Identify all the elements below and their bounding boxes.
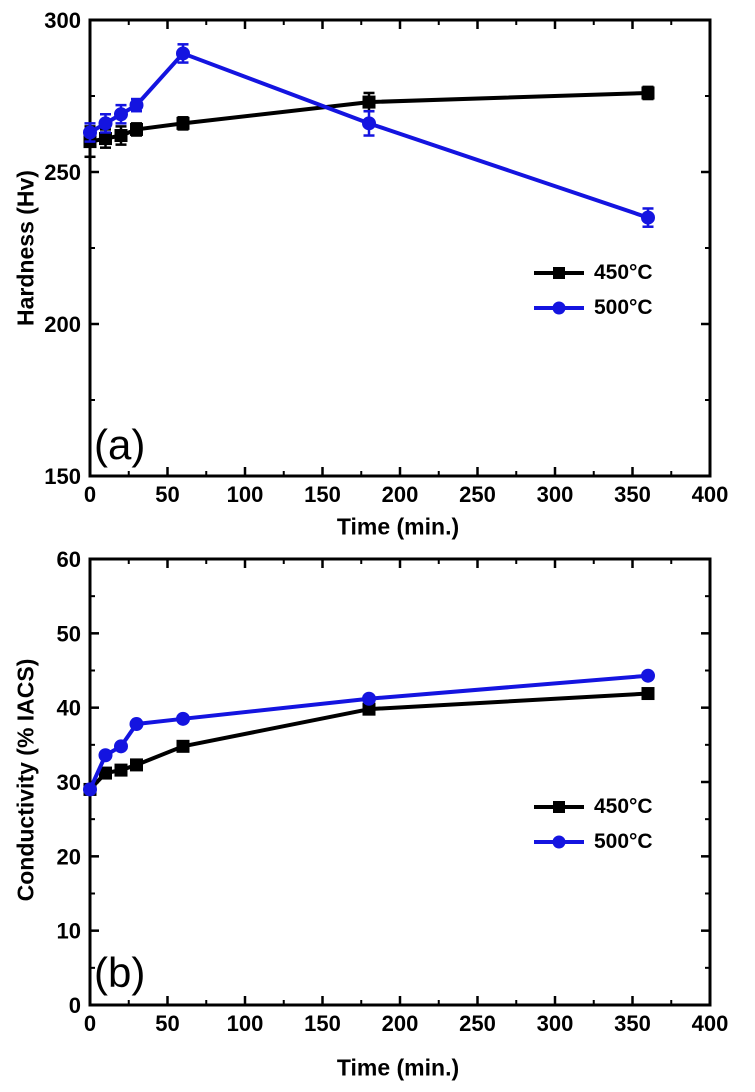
x-tick-label: 100	[227, 1011, 264, 1036]
y-tick-label: 30	[57, 770, 81, 795]
legend-label-500C: 500°C	[594, 829, 653, 853]
y-tick-label: 250	[44, 160, 81, 185]
data-point-circle-marker	[129, 717, 144, 732]
series-500C	[83, 668, 655, 797]
x-axis-label-time-a: Time (min.)	[336, 513, 460, 540]
y-tick-label: 0	[69, 993, 81, 1018]
x-tick-label: 200	[382, 482, 419, 507]
data-point-square-marker	[114, 763, 128, 777]
series-450C	[83, 687, 655, 796]
legend-a: 450°C 500°C	[533, 255, 653, 325]
panel-label-a: (a)	[94, 421, 146, 468]
y-tick-label: 40	[57, 696, 81, 721]
y-tick-label: 50	[57, 621, 81, 646]
x-tick-label: 300	[537, 1011, 574, 1036]
y-tick-label: 10	[57, 919, 81, 944]
data-point-circle-marker	[641, 668, 655, 683]
legend-swatch-450C	[534, 266, 584, 279]
legend-entry-500C: 500°C	[533, 290, 653, 325]
x-tick-label: 50	[155, 482, 179, 507]
legend-swatch-500C	[534, 835, 584, 848]
x-tick-label: 0	[84, 482, 96, 507]
x-tick-label: 100	[227, 482, 264, 507]
x-tick-label: 350	[614, 1011, 651, 1036]
panel-b-conductivity: 0 50 100 150 200 250 300 350 400 0 10 20 30 40 50 60 Co…	[0, 546, 755, 1092]
legend-swatch-450C	[534, 800, 584, 813]
data-point-square-marker	[176, 739, 190, 753]
legend-square-marker-icon	[553, 800, 565, 813]
x-tick-label: 250	[459, 482, 496, 507]
conductivity-vs-time-chart: 0 50 100 150 200 250 300 350 400 0 10 20 30 40 50 60	[57, 547, 729, 1036]
legend-square-marker-icon	[553, 266, 565, 279]
legend-entry-450C: 450°C	[533, 789, 653, 824]
data-point-circle-marker	[98, 116, 113, 131]
data-point-square-marker	[99, 766, 112, 780]
data-point-square-marker	[362, 95, 376, 109]
data-point-square-marker	[641, 687, 655, 701]
legend-entry-500C: 500°C	[533, 824, 653, 859]
plot-box	[88, 18, 712, 478]
legend-label-450C: 450°C	[594, 260, 653, 284]
legend-label-450C: 450°C	[594, 794, 653, 818]
data-point-circle-marker	[176, 46, 190, 61]
y-tick-label: 200	[44, 312, 81, 337]
x-tick-label: 200	[382, 1011, 419, 1036]
y-axis-label-hardness: Hardness (Hv)	[12, 170, 39, 326]
x-tick-label: 0	[84, 1011, 96, 1036]
legend-label-500C: 500°C	[594, 295, 653, 319]
data-point-circle-marker	[83, 125, 97, 140]
panel-label-b: (b)	[94, 949, 146, 996]
data-point-circle-marker	[362, 116, 376, 131]
data-point-circle-marker	[114, 739, 128, 754]
axes: 0 50 100 150 200 250 300 350 400 150 200 250 300	[44, 8, 728, 507]
x-tick-label: 150	[304, 1011, 341, 1036]
data-point-square-marker	[130, 758, 143, 772]
data-point-square-marker	[99, 132, 112, 146]
y-tick-label: 20	[57, 844, 81, 869]
y-tick-label: 60	[57, 547, 81, 572]
data-point-circle-marker	[129, 98, 144, 113]
series-500C	[83, 43, 655, 228]
data-point-circle-marker	[176, 711, 190, 726]
y-tick-label: 150	[44, 464, 81, 489]
y-tick-label: 300	[44, 8, 81, 33]
x-tick-label: 400	[692, 482, 729, 507]
x-tick-label: 350	[614, 482, 651, 507]
data-point-square-marker	[362, 702, 376, 716]
data-point-square-marker	[176, 116, 190, 130]
x-tick-label: 50	[155, 1011, 179, 1036]
legend-entry-450C: 450°C	[533, 255, 653, 290]
data-point-square-marker	[641, 86, 655, 100]
legend-circle-marker-icon	[552, 835, 566, 848]
legend-circle-marker-icon	[552, 301, 566, 314]
x-tick-label: 150	[304, 482, 341, 507]
legend-swatch-500C	[534, 301, 584, 314]
data-point-circle-marker	[641, 210, 655, 225]
x-tick-label: 250	[459, 1011, 496, 1036]
hardness-vs-time-chart: 0 50 100 150 200 250 300 350 400 150 200 250 300	[44, 8, 728, 507]
data-point-square-marker	[130, 122, 143, 136]
x-tick-label: 400	[692, 1011, 729, 1036]
y-axis-label-conductivity: Conductivity (% IACS)	[12, 658, 39, 902]
data-point-circle-marker	[362, 691, 376, 706]
data-point-circle-marker	[83, 782, 97, 797]
data-point-circle-marker	[114, 107, 128, 122]
panel-a-hardness: 0 50 100 150 200 250 300 350 400 150 200 250 300 Har…	[12, 8, 729, 540]
axes: 0 50 100 150 200 250 300 350 400 0 10 20 30 40 50 60	[57, 547, 729, 1036]
data-point-square-marker	[114, 129, 128, 143]
legend-b: 450°C 500°C	[533, 789, 653, 859]
x-tick-label: 300	[537, 482, 574, 507]
plot-box	[88, 557, 712, 1007]
data-point-circle-marker	[98, 748, 113, 763]
x-axis-label-time-b: Time (min.)	[336, 1054, 460, 1081]
